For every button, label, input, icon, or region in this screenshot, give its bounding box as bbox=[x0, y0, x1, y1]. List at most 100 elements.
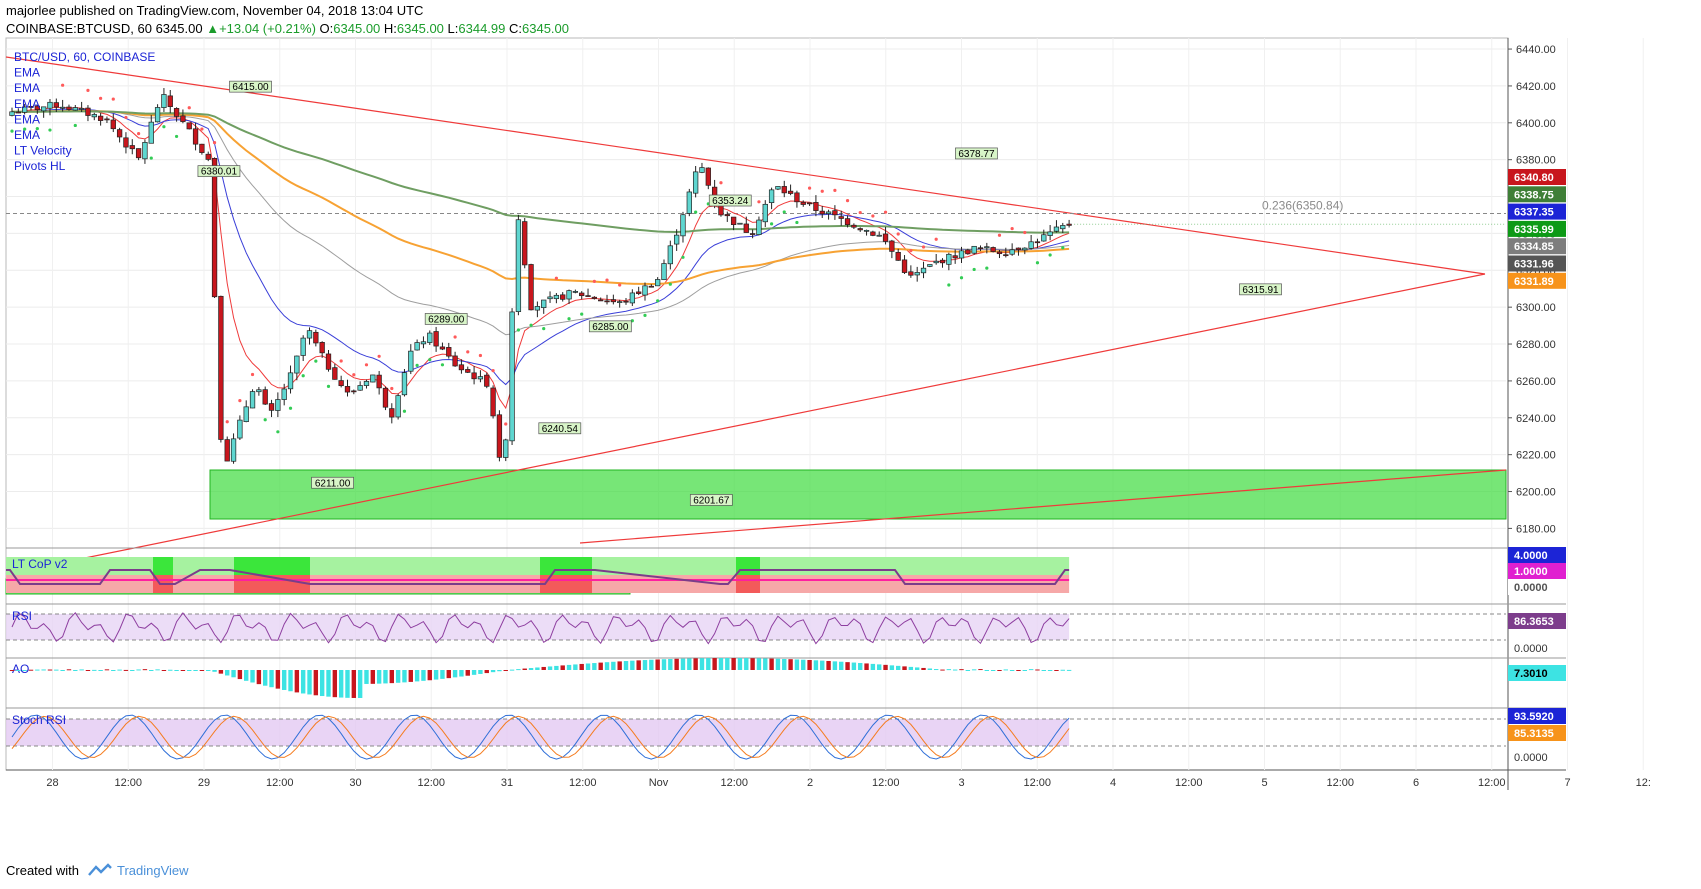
cop-tick-label: 4.0000 bbox=[1514, 550, 1548, 562]
ao-bar-up bbox=[769, 658, 774, 670]
cop-tick bbox=[1508, 579, 1566, 595]
x-tick-label: 12: bbox=[1636, 777, 1651, 789]
ao-bar-up bbox=[851, 662, 857, 670]
pivot-label: 6201.67 bbox=[693, 495, 730, 506]
sar-dot bbox=[187, 106, 191, 110]
sar-dot bbox=[402, 409, 407, 413]
ao-bar-up bbox=[674, 658, 679, 670]
candle-down bbox=[901, 259, 908, 273]
sar-dot bbox=[567, 317, 571, 321]
ao-bar-up bbox=[914, 667, 920, 670]
sar-dot bbox=[694, 210, 698, 214]
pivot-label: 6289.00 bbox=[428, 314, 465, 325]
candle-down bbox=[623, 300, 629, 303]
candle-down bbox=[819, 210, 825, 215]
symbol-label[interactable]: COINBASE:BTCUSD, 60 bbox=[6, 21, 152, 36]
x-tick-label: 12:00 bbox=[720, 777, 748, 789]
sar-dot bbox=[668, 282, 672, 286]
candle-up bbox=[541, 299, 547, 309]
candle-up bbox=[1047, 231, 1053, 236]
ao-bar-down bbox=[187, 670, 192, 671]
ao-bar-up bbox=[864, 663, 869, 670]
candle-down bbox=[116, 129, 123, 138]
candle-up bbox=[78, 108, 85, 110]
ao-bar-up bbox=[763, 658, 768, 670]
sar-dot bbox=[238, 399, 242, 403]
candle-down bbox=[743, 223, 749, 233]
candle-down bbox=[433, 331, 439, 347]
ao-bar-down bbox=[263, 670, 268, 686]
ao-bar-down bbox=[1047, 670, 1053, 671]
pivot-label-box bbox=[955, 147, 998, 160]
candle-down bbox=[218, 295, 224, 440]
ao-bar-up bbox=[908, 666, 914, 670]
ao-bar-down bbox=[478, 670, 483, 674]
candle-up bbox=[9, 111, 15, 116]
candle-up bbox=[1022, 247, 1028, 251]
candle-down bbox=[560, 294, 566, 300]
ema-21-line bbox=[11, 108, 1070, 386]
candle-up bbox=[408, 350, 414, 372]
tradingview-logo-icon[interactable] bbox=[88, 863, 112, 880]
ao-bar-up bbox=[136, 669, 141, 671]
ao-bar-up bbox=[712, 658, 717, 670]
candle-up bbox=[294, 355, 300, 374]
candle-down bbox=[870, 231, 876, 236]
x-tick-label: 12:00 bbox=[114, 777, 142, 789]
candle-down bbox=[471, 372, 477, 380]
candle-down bbox=[211, 158, 218, 298]
ao-bar-down bbox=[408, 670, 413, 682]
ao-bar-down bbox=[465, 670, 470, 676]
candle-up bbox=[1041, 234, 1047, 242]
sar-dot bbox=[554, 276, 558, 280]
sar-dot bbox=[314, 359, 318, 363]
sar-dot bbox=[934, 237, 938, 241]
candle-up bbox=[59, 106, 66, 109]
ao-bar-down bbox=[22, 670, 27, 671]
candle-down bbox=[838, 216, 844, 219]
ao-bar-up bbox=[66, 669, 72, 671]
candle-down bbox=[224, 439, 230, 462]
candle-up bbox=[762, 203, 768, 223]
candle-down bbox=[85, 107, 91, 116]
candle-up bbox=[914, 272, 920, 276]
candle-up bbox=[617, 301, 623, 303]
x-tick-label: 29 bbox=[198, 777, 210, 789]
up-arrow-icon: ▲ bbox=[206, 21, 220, 36]
ao-bar-up bbox=[794, 659, 800, 670]
ao-bar-up bbox=[718, 658, 724, 670]
candle-up bbox=[863, 229, 870, 232]
sar-dot bbox=[99, 96, 103, 100]
candle-down bbox=[135, 148, 142, 159]
tradingview-brand[interactable]: TradingView bbox=[117, 863, 189, 878]
price-tag bbox=[1508, 203, 1566, 220]
ao-bar-down bbox=[395, 670, 401, 683]
sar-dot bbox=[440, 363, 445, 367]
candles-group bbox=[9, 88, 1072, 464]
ao-bar-up bbox=[940, 669, 945, 671]
candle-down bbox=[724, 214, 730, 217]
y-tick-label: 6220.00 bbox=[1516, 450, 1556, 462]
ao-bar-down bbox=[1022, 670, 1027, 671]
ao-bar-up bbox=[870, 663, 876, 670]
ao-bar-up bbox=[655, 659, 660, 670]
trend-line bbox=[5, 56, 1486, 275]
sar-dot bbox=[921, 245, 926, 249]
sar-dot bbox=[1035, 261, 1040, 265]
y-tick-label: 6280.00 bbox=[1516, 339, 1556, 351]
candle-down bbox=[439, 346, 446, 350]
ao-bar-down bbox=[300, 670, 306, 694]
sar-dot bbox=[681, 255, 685, 259]
candle-down bbox=[205, 153, 211, 160]
ao-bar-down bbox=[490, 670, 496, 673]
rsi-title: RSI bbox=[12, 609, 32, 623]
ao-bar-down bbox=[427, 670, 432, 681]
ao-bar-up bbox=[649, 659, 654, 670]
low-value: 6344.99 bbox=[458, 21, 506, 36]
sar-dot bbox=[174, 134, 179, 139]
ao-bar-down bbox=[244, 670, 249, 681]
candle-up bbox=[971, 245, 977, 254]
ao-bar-down bbox=[16, 670, 21, 671]
candle-down bbox=[604, 300, 610, 303]
